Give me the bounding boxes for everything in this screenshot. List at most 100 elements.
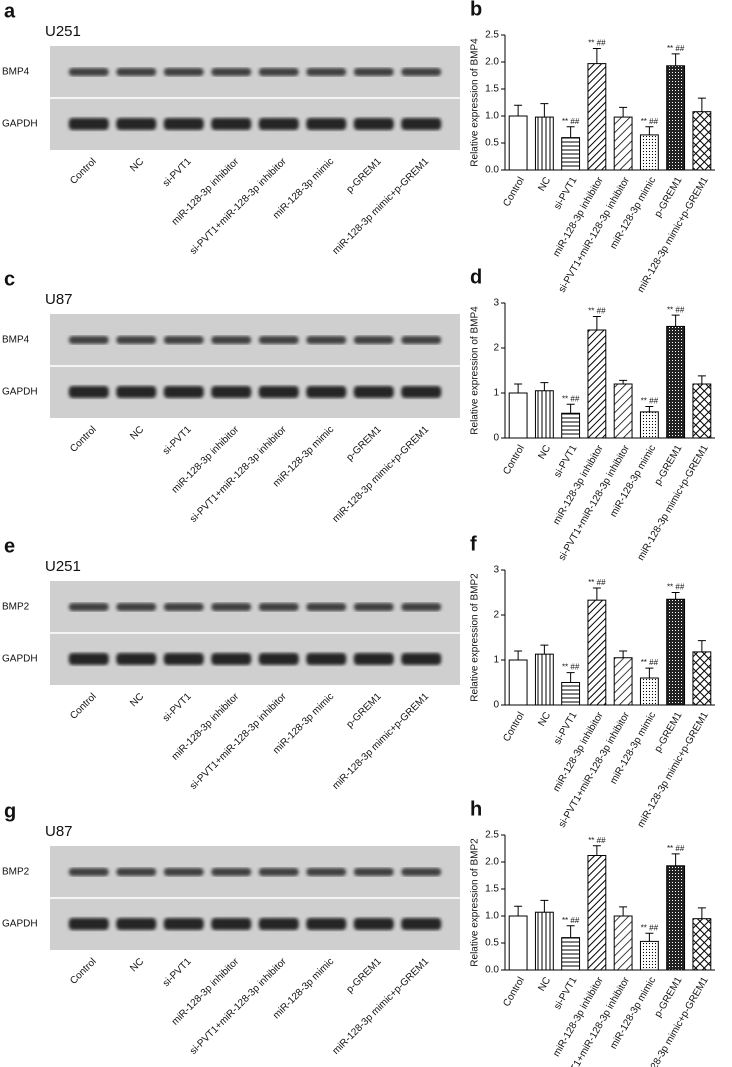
- bar: [561, 412, 581, 439]
- blot-row-label: BMP2: [2, 867, 30, 878]
- significance-label: ** ##: [667, 44, 685, 53]
- y-tick-label: 2: [493, 343, 499, 354]
- error-bar: [540, 899, 549, 913]
- blot-band: [68, 868, 109, 876]
- panel-label: e: [4, 535, 15, 557]
- significance-label: ** ##: [562, 916, 580, 925]
- blot-band: [306, 868, 347, 876]
- significance-label: ** ##: [588, 39, 606, 48]
- blot-row-label: BMP4: [2, 67, 30, 78]
- y-tick-label: 0: [493, 433, 499, 444]
- error-bar: [566, 925, 575, 938]
- error-bar: [592, 845, 601, 856]
- y-tick-label: 2.5: [485, 30, 499, 41]
- bar: [587, 599, 607, 706]
- blot-band: [401, 118, 442, 130]
- lane-label: miR-128-3p mimic+p-GREM1: [331, 424, 432, 525]
- cell-line: U87: [45, 291, 73, 308]
- error-bar: [540, 103, 549, 118]
- blot-band: [116, 868, 157, 876]
- blot-band: [68, 336, 109, 344]
- panel-label: a: [4, 0, 16, 22]
- error-bar: [592, 316, 601, 330]
- bar: [613, 383, 633, 439]
- blot-band: [163, 868, 204, 876]
- error-bar: [592, 48, 601, 64]
- significance-label: ** ##: [562, 117, 580, 126]
- y-tick-label: 1: [493, 388, 499, 399]
- significance-label: ** ##: [562, 663, 580, 672]
- error-bar: [619, 379, 628, 384]
- blot-band: [116, 653, 157, 665]
- blot-band: [258, 603, 299, 611]
- blot-band: [211, 68, 252, 76]
- x-tick-label: si-PVT1: [552, 443, 580, 480]
- bar: [508, 915, 528, 971]
- significance-label: ** ##: [641, 397, 659, 406]
- blot-row-label: GAPDH: [2, 919, 38, 930]
- blot-band: [306, 603, 347, 611]
- error-bar: [697, 640, 706, 652]
- panel-label: f: [470, 533, 477, 555]
- blot-band: [258, 68, 299, 76]
- lane-label: Control: [68, 691, 99, 722]
- bar: [561, 137, 581, 171]
- error-bar: [566, 672, 575, 683]
- bar: [587, 329, 607, 439]
- y-tick-label: 0.0: [485, 165, 499, 176]
- y-tick-label: 2.5: [485, 830, 499, 841]
- lane-label: miR-128-3p mimic+p-GREM1: [331, 956, 432, 1057]
- blot-band: [163, 603, 204, 611]
- blot-row-label: BMP2: [2, 602, 30, 613]
- error-bar: [697, 97, 706, 112]
- bar: [508, 115, 528, 171]
- blot-band: [163, 336, 204, 344]
- y-tick-label: 1.0: [485, 111, 499, 122]
- bar: [613, 657, 633, 706]
- bar: [639, 677, 659, 706]
- significance-label: ** ##: [641, 923, 659, 932]
- blot-band: [306, 653, 347, 665]
- y-axis-label: Relative expression of BMP4: [470, 38, 481, 167]
- lane-label: Control: [68, 156, 99, 187]
- cell-line: U87: [45, 823, 73, 840]
- blot-band: [211, 118, 252, 130]
- bar: [666, 65, 686, 171]
- x-tick-label: si-PVT1: [552, 710, 580, 747]
- bar: [613, 116, 633, 171]
- blot-band: [163, 386, 204, 398]
- blot-band: [258, 336, 299, 344]
- blot-band: [211, 918, 252, 930]
- x-tick-label: NC: [537, 443, 554, 461]
- y-tick-label: 1.5: [485, 884, 499, 895]
- blot-band: [353, 336, 394, 344]
- error-bar: [697, 375, 706, 384]
- error-bar: [514, 650, 523, 660]
- error-bar: [645, 667, 654, 678]
- panel-label: h: [470, 798, 482, 820]
- y-tick-label: 0.5: [485, 938, 499, 949]
- bar: [534, 116, 554, 171]
- x-tick-label: NC: [537, 710, 554, 728]
- blot-band: [116, 603, 157, 611]
- y-tick-label: 3: [493, 298, 499, 309]
- bar: [534, 390, 554, 439]
- blot-band: [258, 918, 299, 930]
- significance-label: ** ##: [667, 305, 685, 314]
- panel-label: g: [4, 800, 16, 822]
- cell-line: U251: [45, 558, 81, 575]
- bar: [639, 411, 659, 439]
- blot-band: [211, 603, 252, 611]
- blot-band: [353, 918, 394, 930]
- bar: [666, 865, 686, 971]
- error-bar: [671, 853, 680, 866]
- lane-label: p-GREM1: [345, 691, 385, 731]
- bar: [508, 659, 528, 706]
- bar: [561, 682, 581, 706]
- blot-band: [116, 918, 157, 930]
- blot-row-label: GAPDH: [2, 119, 38, 130]
- error-bar: [671, 314, 680, 327]
- bar: [692, 651, 712, 706]
- x-tick-label: Control: [501, 443, 527, 476]
